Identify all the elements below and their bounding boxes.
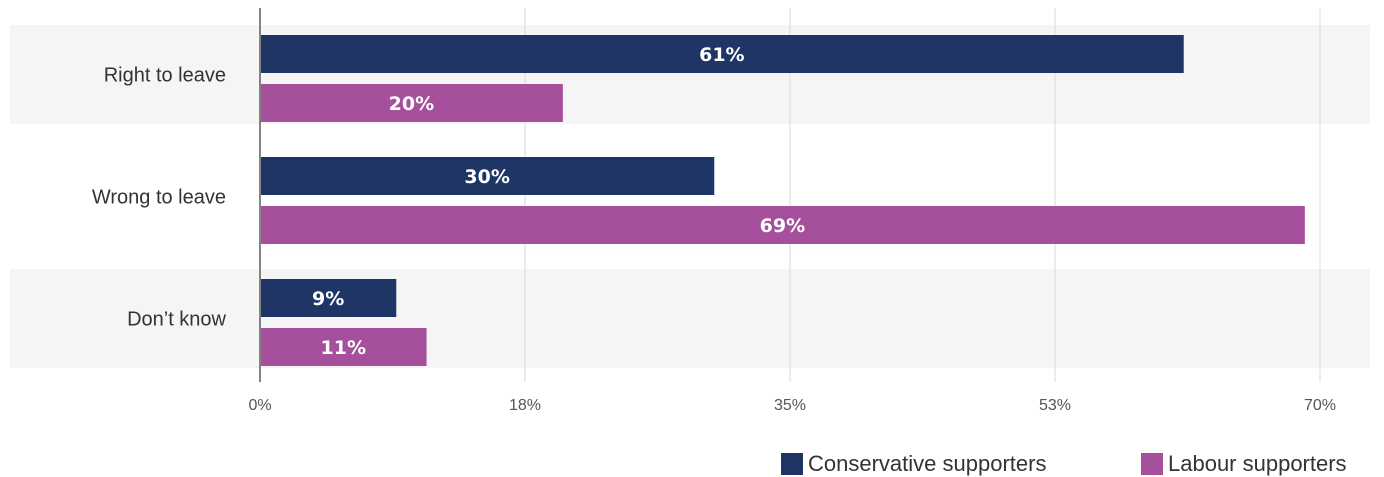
bar	[261, 157, 715, 195]
legend-item-labour: Labour supporters	[1141, 451, 1347, 477]
bar	[261, 279, 397, 317]
bar-value-label: 69%	[760, 215, 805, 237]
bar-value-label: 20%	[389, 93, 434, 115]
legend-label-labour: Labour supporters	[1168, 451, 1347, 476]
x-axis-ticks: 0% 18% 35% 53% 70%	[248, 397, 1336, 414]
legend-label-conservative: Conservative supporters	[808, 451, 1047, 476]
x-tick-label: 70%	[1304, 397, 1336, 414]
bars: 61% 20% 30% 69% 9% 11%	[261, 35, 1305, 366]
bar-value-label: 9%	[312, 288, 344, 310]
x-tick-label: 53%	[1039, 397, 1071, 414]
x-tick-label: 18%	[509, 397, 541, 414]
category-band	[10, 269, 1370, 368]
legend-swatch-labour	[1141, 453, 1163, 475]
category-labels: Right to leave Wrong to leave Don’t know	[92, 65, 227, 331]
category-label: Right to leave	[104, 65, 226, 87]
legend-swatch-conservative	[781, 453, 803, 475]
bar-value-label: 30%	[464, 166, 509, 188]
bar	[261, 84, 563, 122]
bar-value-label: 11%	[321, 337, 366, 359]
category-label: Wrong to leave	[92, 187, 226, 209]
category-label: Don’t know	[127, 309, 226, 331]
bar	[261, 206, 1305, 244]
bar	[261, 328, 427, 366]
x-tick-label: 35%	[774, 397, 806, 414]
legend-item-conservative: Conservative supporters	[781, 451, 1046, 477]
x-tick-label: 0%	[248, 397, 271, 414]
bar	[261, 35, 1184, 73]
bar-value-label: 61%	[699, 44, 744, 66]
